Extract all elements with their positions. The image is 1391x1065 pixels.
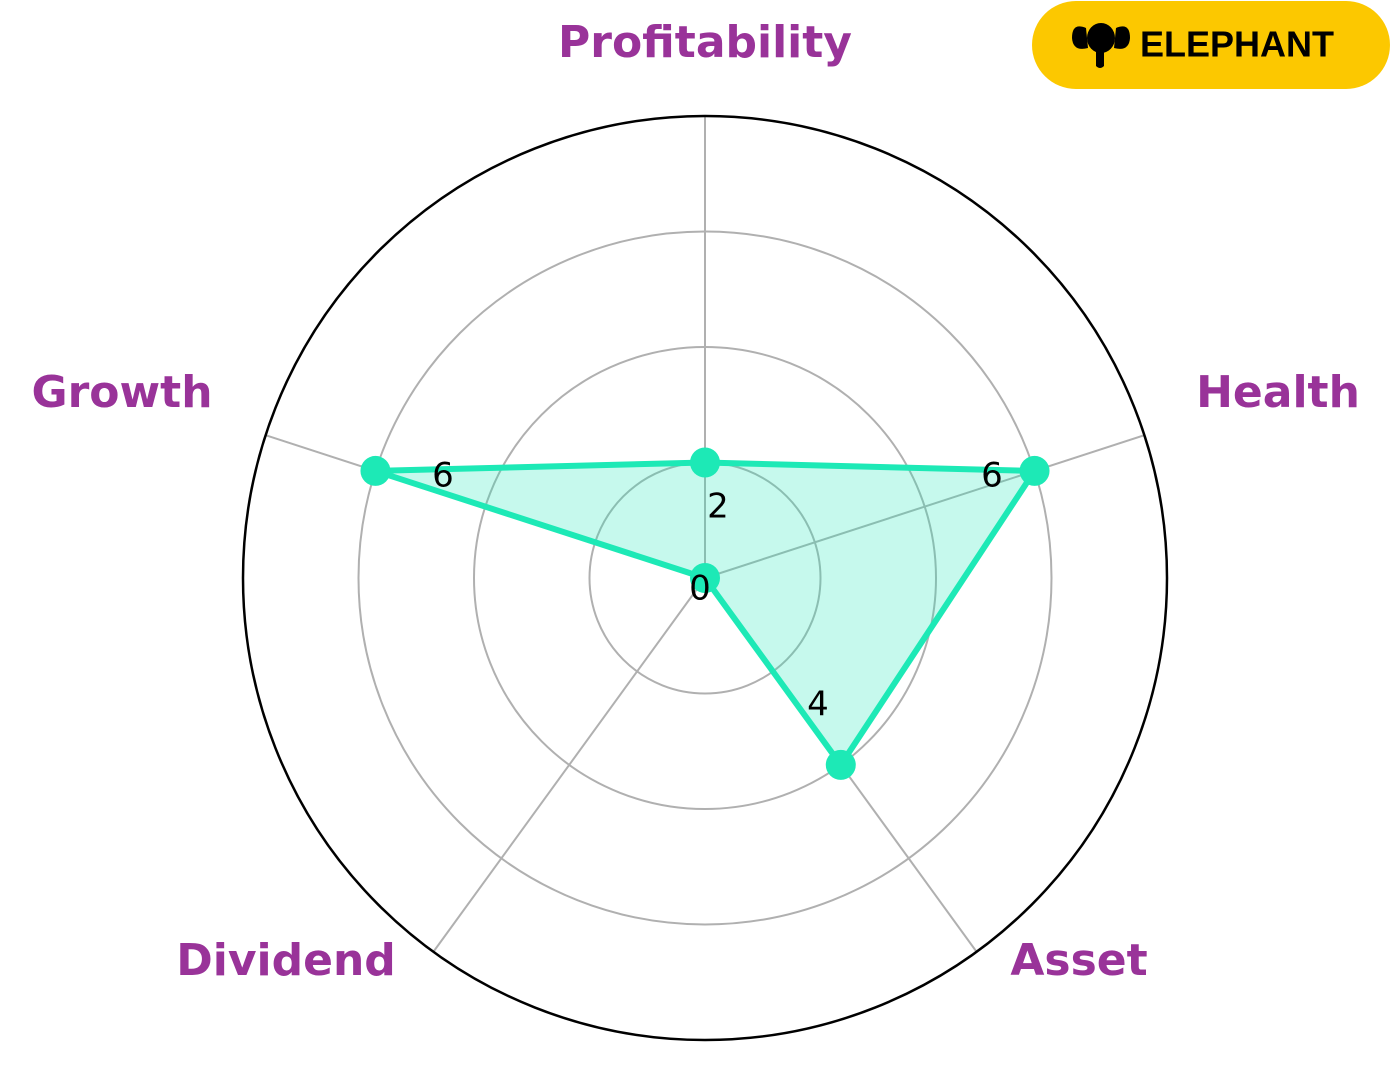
plot-area [241, 114, 1169, 1042]
data-point [360, 455, 391, 486]
data-label: 2 [707, 487, 729, 527]
outer-ring [241, 114, 1169, 1042]
axis-label: Asset [1010, 935, 1147, 986]
logo: ELEPHANT [1032, 1, 1390, 89]
logo-icon [1072, 23, 1130, 68]
logo-text: ELEPHANT [1140, 24, 1334, 65]
data-point [825, 749, 856, 780]
axis-label: Profitability [558, 17, 852, 68]
spoke [432, 577, 706, 953]
axis-label: Growth [31, 367, 212, 418]
data-label: 4 [807, 685, 829, 725]
data-point [1019, 455, 1050, 486]
radar-line [372, 459, 1038, 768]
axis-label: Health [1196, 367, 1360, 418]
data-label: 0 [689, 569, 711, 609]
data-point [690, 447, 720, 478]
axis-label: Dividend [176, 935, 396, 986]
spoke [704, 434, 1145, 579]
radar-area [375, 462, 1035, 765]
data-point [690, 563, 720, 593]
data-label: 6 [981, 456, 1003, 496]
logo-badge [1032, 1, 1390, 89]
data-label: 6 [432, 456, 454, 496]
